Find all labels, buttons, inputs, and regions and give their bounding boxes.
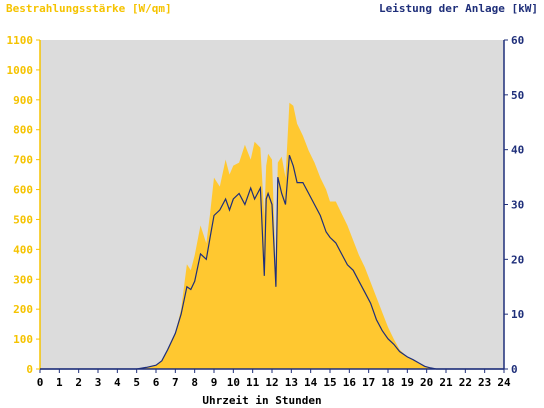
x-tick-label: 21 <box>439 376 453 389</box>
x-axis-label: Uhrzeit in Stunden <box>202 394 321 407</box>
x-tick-label: 2 <box>75 376 82 389</box>
y-right-tick-label: 30 <box>511 199 524 212</box>
axes-layer: 0 1 2 3 4 5 6 7 8 9 10 11 12 13 14 15 16 17 18 19 20 21 22 23 24… <box>7 34 525 389</box>
y-left-tick-label: 800 <box>13 124 33 137</box>
x-tick-label: 12 <box>265 376 278 389</box>
y-left-tick-label: 100 <box>13 333 33 346</box>
x-tick-label: 22 <box>459 376 472 389</box>
y-right-tick-label: 60 <box>511 34 524 47</box>
y-right-tick-label: 20 <box>511 253 524 266</box>
x-tick-label: 8 <box>191 376 198 389</box>
x-tick-label: 7 <box>172 376 179 389</box>
x-tick-label: 23 <box>478 376 491 389</box>
x-tick-label: 14 <box>304 376 318 389</box>
x-tick-label: 24 <box>497 376 511 389</box>
x-tick-label: 1 <box>56 376 63 389</box>
x-tick-label: 15 <box>323 376 336 389</box>
y-right-tick-label: 0 <box>511 363 518 376</box>
y-left-tick-label: 700 <box>13 154 33 167</box>
y-left-tick-label: 500 <box>13 213 33 226</box>
x-tick-label: 20 <box>420 376 433 389</box>
x-tick-label: 6 <box>153 376 160 389</box>
x-tick-label: 17 <box>362 376 375 389</box>
series-layer <box>40 102 504 370</box>
y-left-tick-label: 600 <box>13 184 33 197</box>
power-line <box>40 154 504 370</box>
x-tick-label: 16 <box>343 376 357 389</box>
y-left-tick-label: 0 <box>26 363 33 376</box>
y-right-tick-label: 50 <box>511 89 524 102</box>
y-left-tick-label: 1100 <box>7 34 34 47</box>
irradiance-area <box>40 102 504 370</box>
left-axis-title: Bestrahlungsstärke [W/qm] <box>6 2 172 15</box>
x-tick-label: 18 <box>381 376 394 389</box>
x-tick-label: 0 <box>37 376 44 389</box>
x-tick-label: 19 <box>401 376 414 389</box>
x-tick-label: 3 <box>95 376 102 389</box>
y-left-tick-label: 300 <box>13 273 33 286</box>
x-tick-label: 9 <box>211 376 218 389</box>
y-right-tick-label: 10 <box>511 308 524 321</box>
y-left-tick-label: 900 <box>13 94 33 107</box>
y-left-tick-label: 200 <box>13 303 33 316</box>
x-tick-label: 5 <box>133 376 140 389</box>
x-tick-label: 4 <box>114 376 121 389</box>
x-tick-label: 13 <box>285 376 298 389</box>
x-tick-label: 10 <box>227 376 240 389</box>
y-right-tick-label: 40 <box>511 144 524 157</box>
x-tick-label: 11 <box>246 376 260 389</box>
right-axis-title: Leistung der Anlage [kW] <box>379 2 538 15</box>
y-left-tick-label: 400 <box>13 243 33 256</box>
y-left-tick-label: 1000 <box>7 64 34 77</box>
